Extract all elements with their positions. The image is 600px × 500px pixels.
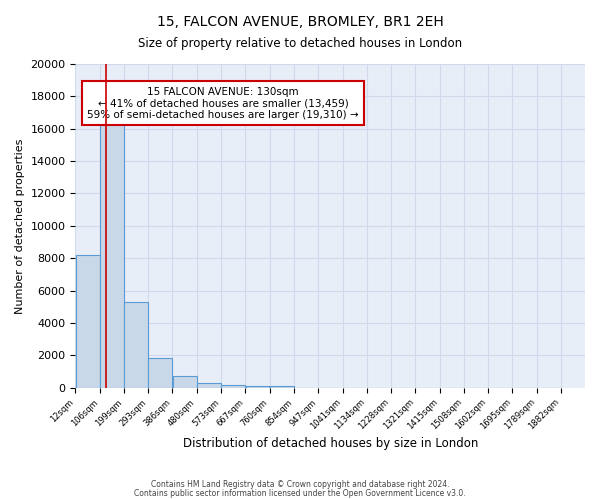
- Text: Contains HM Land Registry data © Crown copyright and database right 2024.: Contains HM Land Registry data © Crown c…: [151, 480, 449, 489]
- Bar: [270, 386, 294, 388]
- X-axis label: Distribution of detached houses by size in London: Distribution of detached houses by size …: [182, 437, 478, 450]
- Bar: [148, 358, 172, 388]
- Text: Contains public sector information licensed under the Open Government Licence v3: Contains public sector information licen…: [134, 489, 466, 498]
- Text: Size of property relative to detached houses in London: Size of property relative to detached ho…: [138, 38, 462, 51]
- Text: 15, FALCON AVENUE, BROMLEY, BR1 2EH: 15, FALCON AVENUE, BROMLEY, BR1 2EH: [157, 15, 443, 29]
- Y-axis label: Number of detached properties: Number of detached properties: [15, 138, 25, 314]
- Bar: [76, 255, 100, 388]
- Bar: [100, 119, 124, 388]
- Bar: [245, 386, 269, 388]
- Bar: [124, 302, 148, 388]
- Bar: [221, 385, 245, 388]
- Bar: [197, 383, 221, 388]
- Text: 15 FALCON AVENUE: 130sqm
← 41% of detached houses are smaller (13,459)
59% of se: 15 FALCON AVENUE: 130sqm ← 41% of detach…: [88, 86, 359, 120]
- Bar: [173, 376, 197, 388]
